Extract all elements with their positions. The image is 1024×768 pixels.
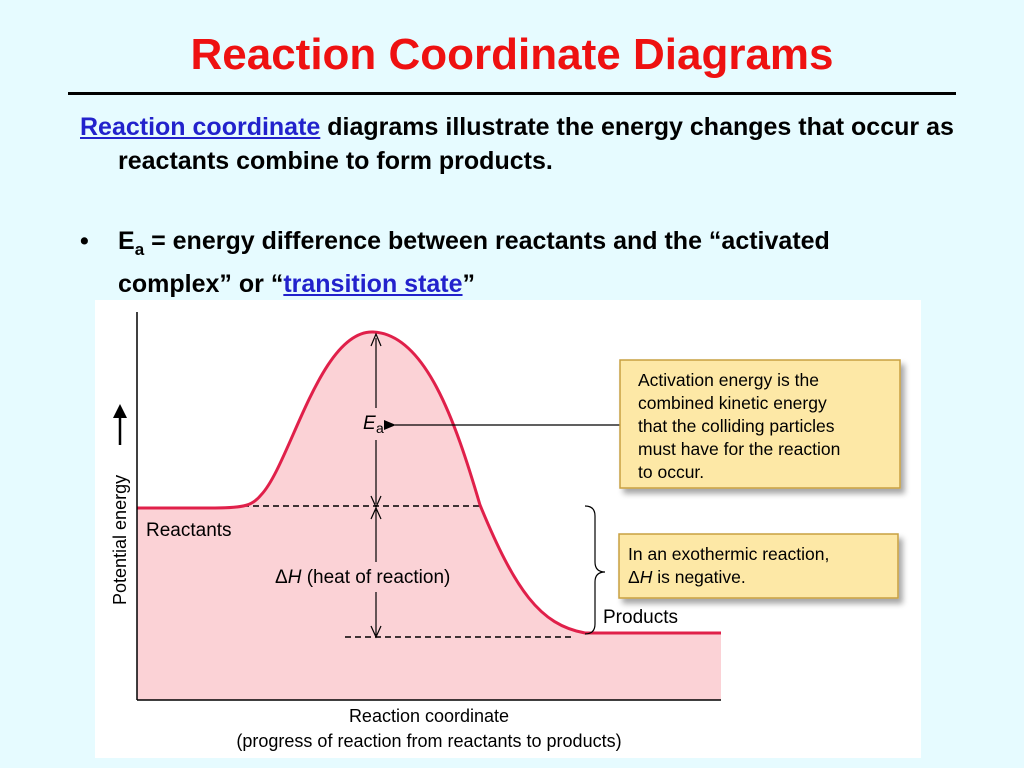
title-divider <box>68 92 956 95</box>
bullet-definition: = energy difference between reactants an… <box>118 227 830 298</box>
y-axis-arrowhead <box>113 404 127 418</box>
slide-title: Reaction Coordinate Diagrams <box>190 30 834 79</box>
dh-bottom-arrowhead <box>370 625 382 639</box>
x-axis-sublabel: (progress of reaction from reactants to … <box>236 731 621 751</box>
reaction-diagram: E a ΔH (heat of reaction) Reactants Prod… <box>95 300 921 758</box>
intro-text: diagrams illustrate the energy changes t… <box>118 113 954 175</box>
exothermic-callout <box>618 533 899 599</box>
bullet-text: Ea = energy difference between reactants… <box>118 224 940 301</box>
dh-top-arrowhead <box>370 506 382 520</box>
activation-energy-callout-text: Activation energy is the combined kineti… <box>638 370 845 482</box>
intro-paragraph: Reaction coordinate diagrams illustrate … <box>80 110 978 178</box>
ea-top-arrowhead <box>370 332 382 347</box>
ea-subscript: a <box>134 240 145 259</box>
energy-curve <box>137 330 721 635</box>
ea-label: E <box>363 413 376 434</box>
activation-energy-callout <box>619 359 901 489</box>
bullet-point: • Ea = energy difference between reactan… <box>80 224 940 301</box>
x-axis-label: Reaction coordinate <box>349 706 509 726</box>
closing-quote: ” <box>462 270 476 298</box>
reactants-label: Reactants <box>146 520 232 541</box>
ea-label-subscript: a <box>376 420 384 436</box>
exothermic-callout-text: In an exothermic reaction, ΔH is negativ… <box>628 544 834 587</box>
diagram-svg: E a ΔH (heat of reaction) Reactants Prod… <box>110 312 901 751</box>
delta-h-label: ΔH (heat of reaction) <box>275 567 450 588</box>
transition-state-link[interactable]: transition state <box>283 270 463 298</box>
ea-symbol: E <box>118 227 135 255</box>
energy-area <box>137 331 721 700</box>
delta-h-brace <box>584 505 606 635</box>
y-axis-label: Potential energy <box>110 475 130 605</box>
bullet-icon: • <box>80 227 89 255</box>
products-label: Products <box>603 607 678 628</box>
reaction-coordinate-link[interactable]: Reaction coordinate <box>80 113 321 141</box>
